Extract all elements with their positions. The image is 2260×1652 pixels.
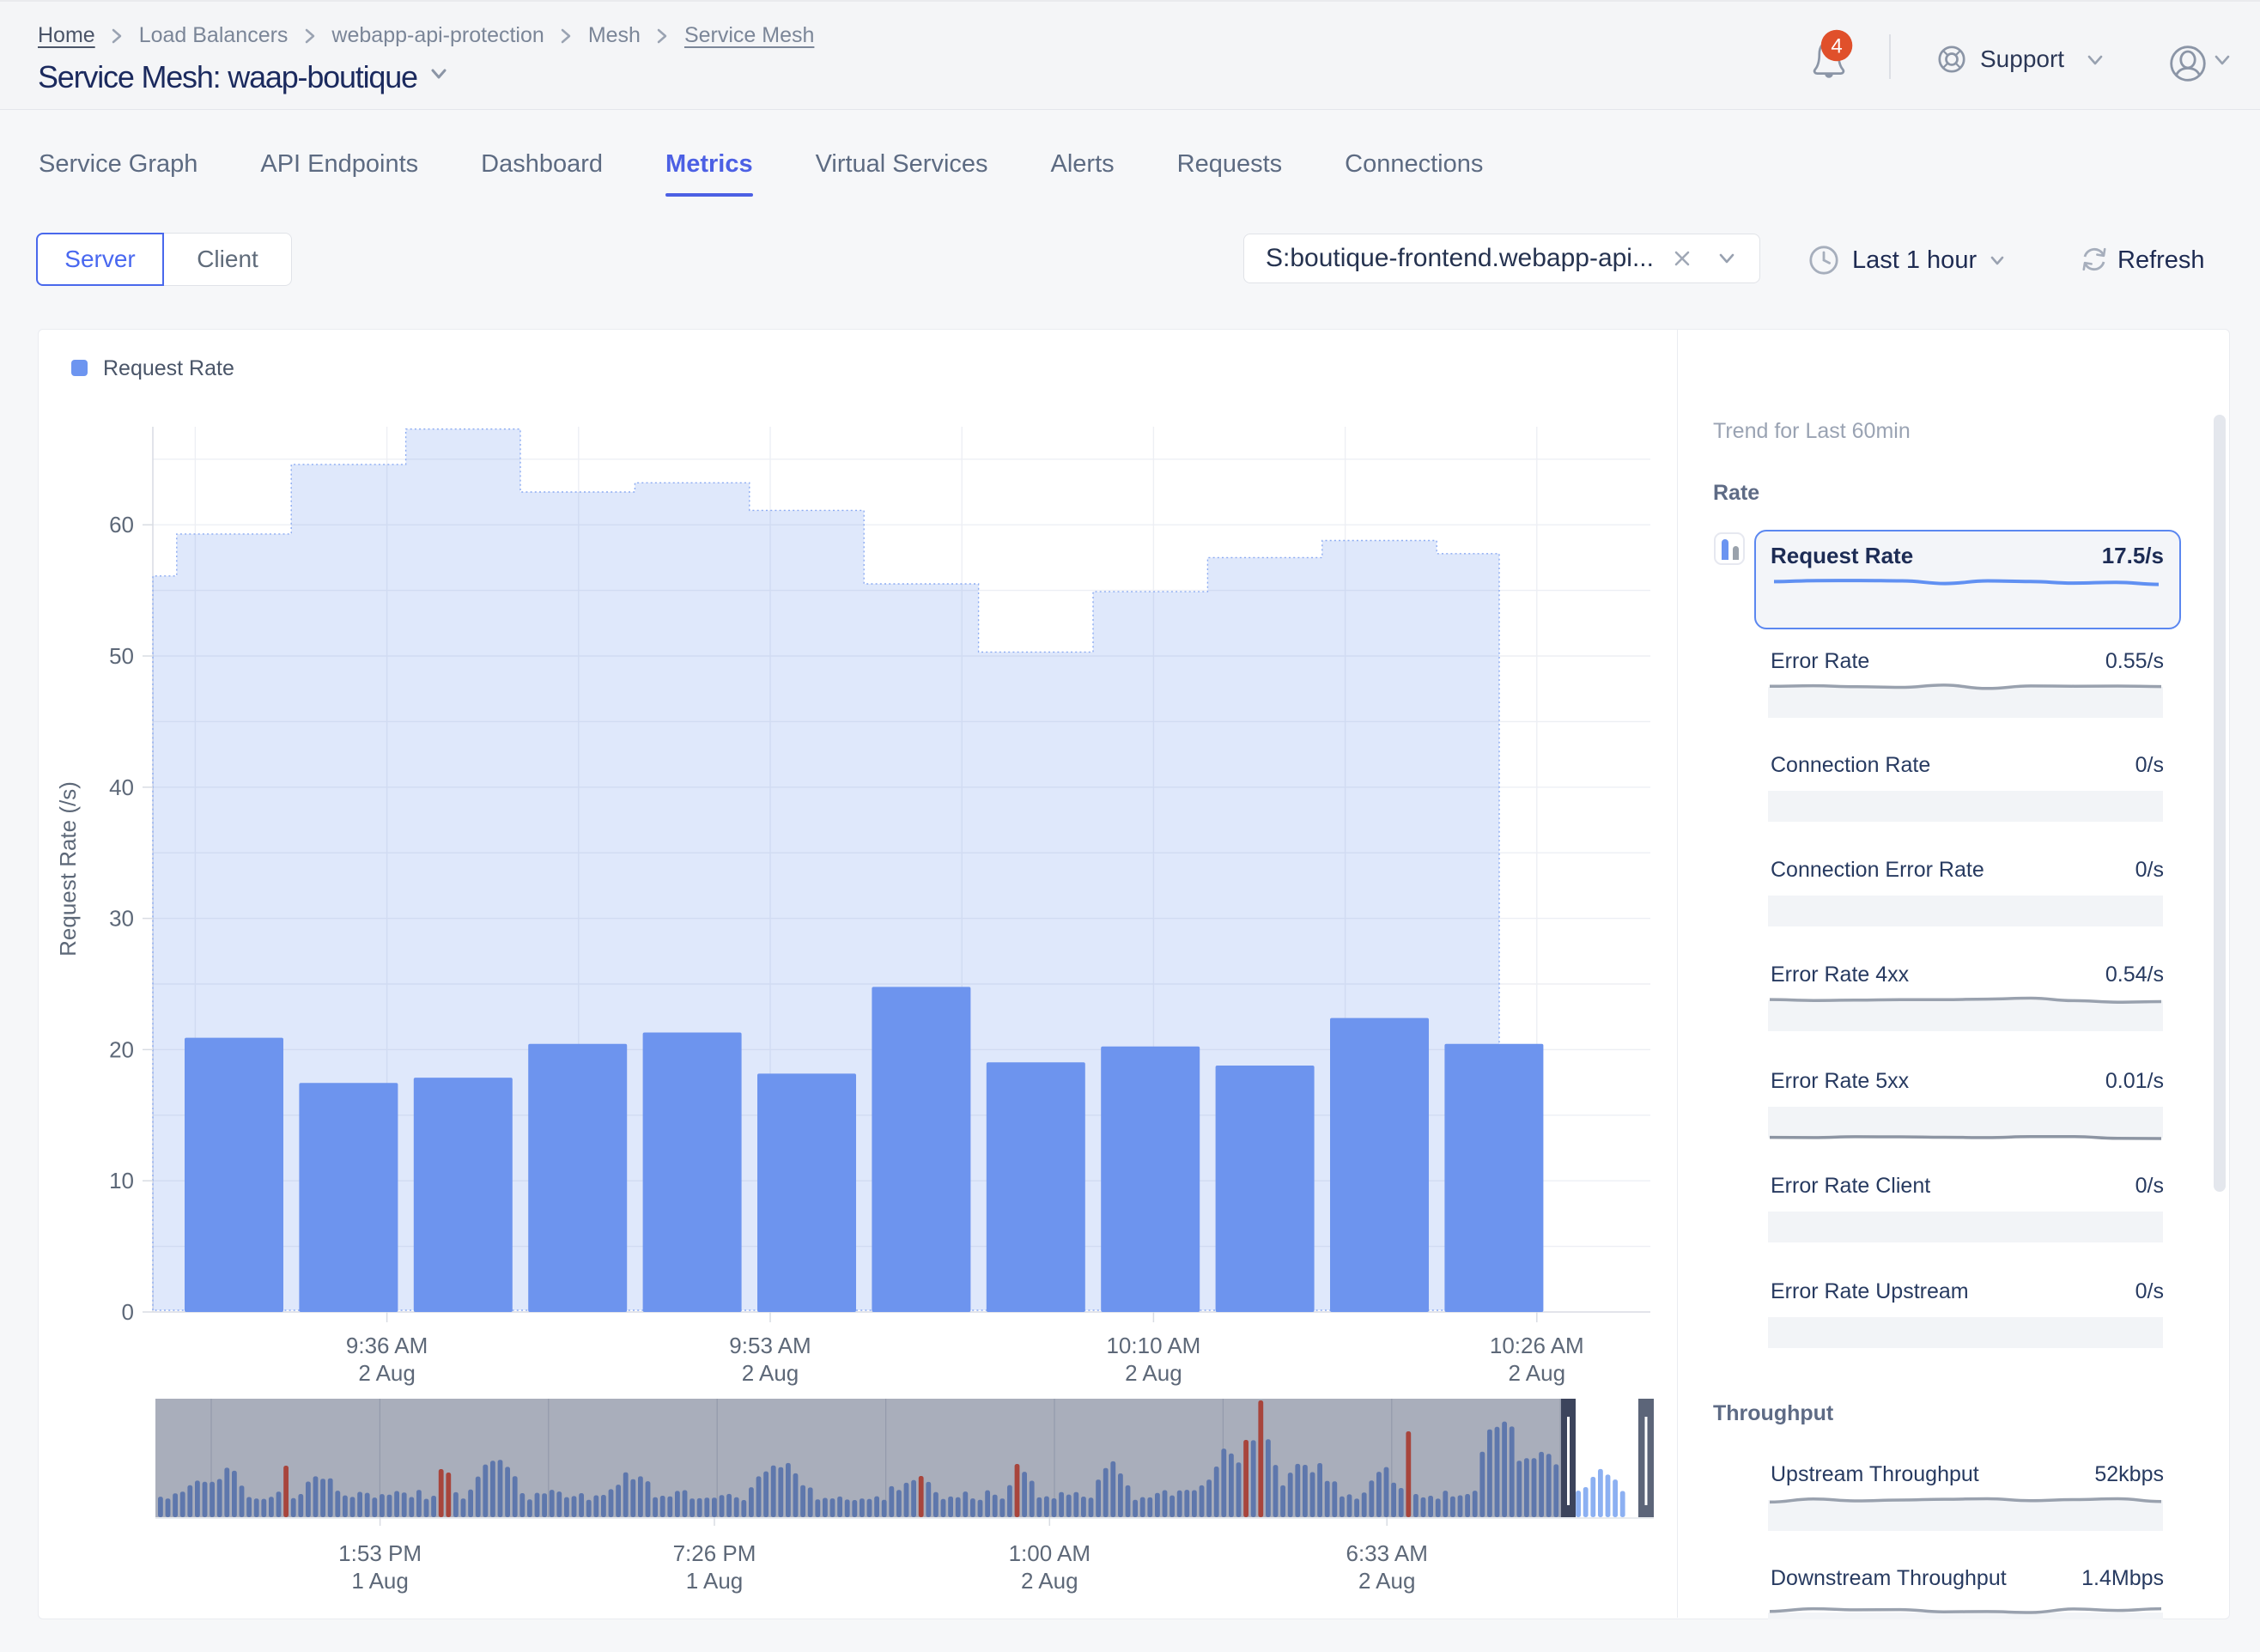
svg-text:1:00 AM: 1:00 AM [1009,1540,1091,1566]
svg-text:0: 0 [122,1299,134,1325]
svg-text:60: 60 [109,512,134,538]
svg-text:9:36 AM: 9:36 AM [346,1333,428,1358]
svg-text:9:53 AM: 9:53 AM [729,1333,811,1358]
svg-text:6:33 AM: 6:33 AM [1346,1540,1427,1566]
svg-text:1:53 PM: 1:53 PM [338,1540,422,1566]
svg-text:4: 4 [1831,35,1842,58]
svg-text:2 Aug: 2 Aug [1125,1360,1182,1386]
svg-text:10:10 AM: 10:10 AM [1106,1333,1200,1358]
svg-text:10:26 AM: 10:26 AM [1490,1333,1584,1358]
svg-text:10: 10 [109,1168,134,1193]
svg-text:2 Aug: 2 Aug [1509,1360,1566,1386]
svg-text:30: 30 [109,906,134,932]
svg-text:Request Rate (/s): Request Rate (/s) [55,781,81,957]
svg-text:1 Aug: 1 Aug [351,1568,409,1594]
svg-text:2 Aug: 2 Aug [1021,1568,1078,1594]
svg-text:2 Aug: 2 Aug [1358,1568,1416,1594]
svg-text:2 Aug: 2 Aug [358,1360,416,1386]
svg-text:1 Aug: 1 Aug [686,1568,744,1594]
svg-text:2 Aug: 2 Aug [742,1360,799,1386]
svg-text:40: 40 [109,774,134,800]
svg-text:50: 50 [109,643,134,669]
svg-text:20: 20 [109,1036,134,1062]
svg-text:7:26 PM: 7:26 PM [673,1540,756,1566]
